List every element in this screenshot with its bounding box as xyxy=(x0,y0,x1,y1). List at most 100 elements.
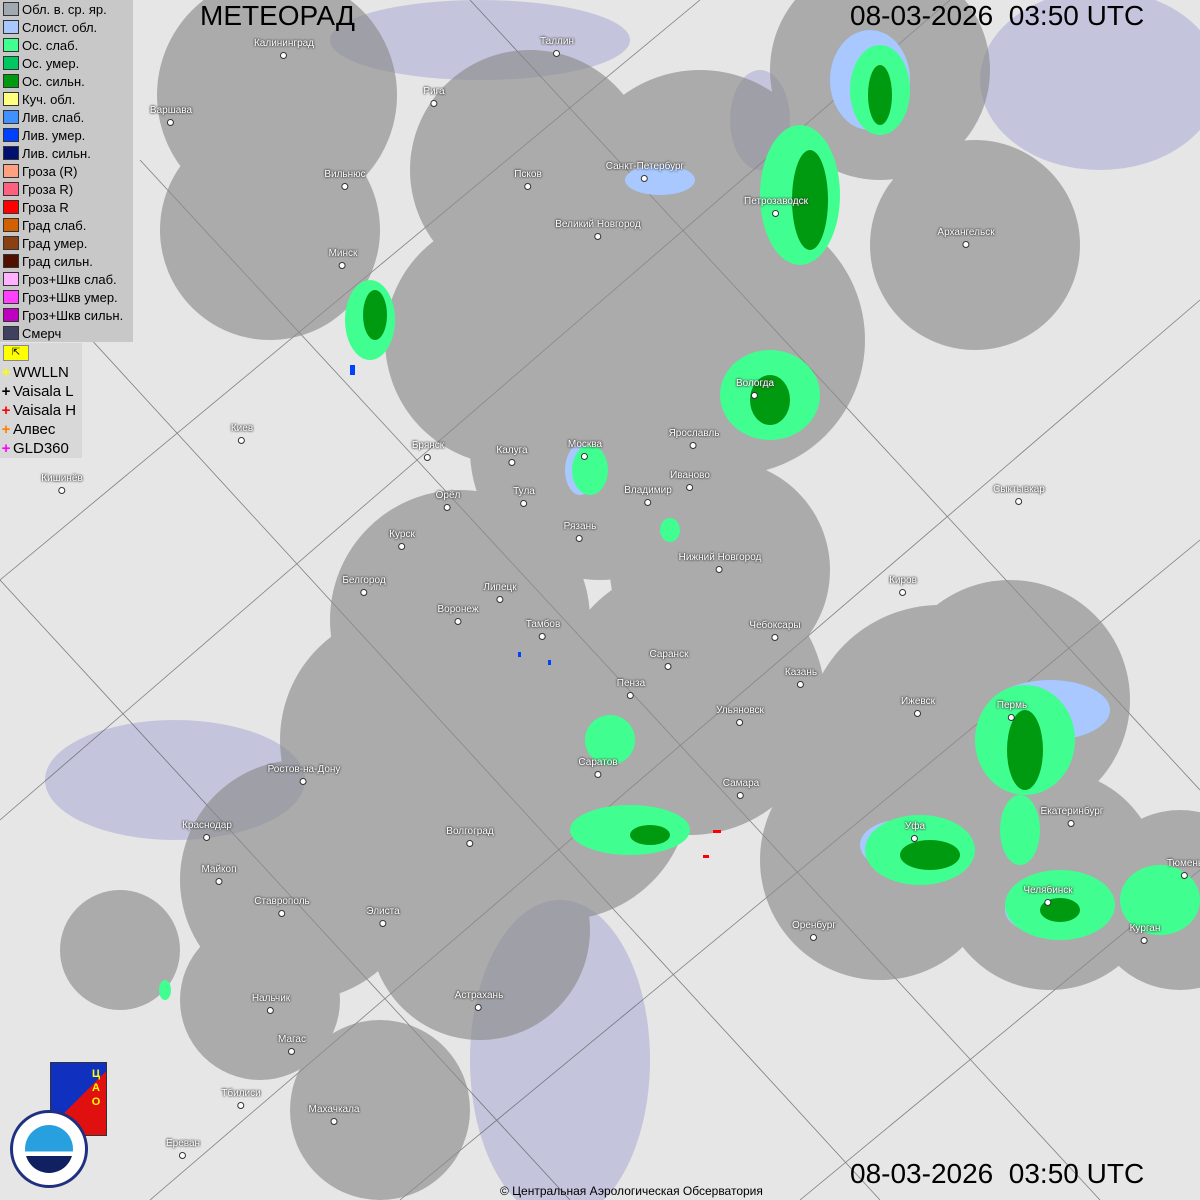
city-label[interactable]: Нальчик xyxy=(252,993,290,1014)
lightning-toggle-icon[interactable]: ⇱ xyxy=(3,345,29,361)
city-label[interactable]: Ставрополь xyxy=(254,896,310,917)
city-label[interactable]: Кишинёв xyxy=(41,473,83,494)
city-label[interactable]: Тбилиси xyxy=(221,1088,261,1109)
legend-label: Гроза R xyxy=(22,199,69,215)
app-title: МЕТЕОРАД xyxy=(200,0,355,31)
city-label[interactable]: Брянск xyxy=(412,440,444,461)
city-label[interactable]: Екатеринбург xyxy=(1041,806,1103,827)
city-label[interactable]: Орёл xyxy=(436,490,460,511)
city-label[interactable]: Вологда xyxy=(736,378,774,399)
city-label[interactable]: Владимир xyxy=(624,485,672,506)
city-label[interactable]: Калининград xyxy=(254,38,314,59)
lightning-cross-icon: + xyxy=(1,402,11,419)
city-label[interactable]: Курск xyxy=(389,529,415,550)
legend-swatch xyxy=(3,290,19,304)
city-label[interactable]: Ростов-на-Дону xyxy=(268,764,340,785)
city-label[interactable]: Ижевск xyxy=(901,696,935,717)
city-label[interactable]: Нижний Новгород xyxy=(679,552,761,573)
city-label[interactable]: Киев xyxy=(231,423,253,444)
legend-label: Лив. сильн. xyxy=(22,145,91,161)
city-label[interactable]: Астрахань xyxy=(455,990,503,1011)
city-label[interactable]: Белгород xyxy=(342,575,386,596)
legend-item: Обл. в. ср. яр. xyxy=(0,0,133,18)
city-label[interactable]: Саранск xyxy=(650,649,688,670)
city-label[interactable]: Липецк xyxy=(483,582,517,603)
legend-swatch xyxy=(3,272,19,286)
city-label[interactable]: Рязань xyxy=(564,521,596,542)
legend-label: Град сильн. xyxy=(22,253,93,269)
city-label[interactable]: Тюмень xyxy=(1167,858,1200,879)
city-label[interactable]: Самара xyxy=(723,778,759,799)
city-label[interactable]: Пенза xyxy=(617,678,645,699)
city-label[interactable]: Псков xyxy=(514,169,542,190)
city-label[interactable]: Минск xyxy=(329,248,357,269)
city-label[interactable]: Москва xyxy=(568,439,602,460)
city-label[interactable]: Великий Новгород xyxy=(555,219,641,240)
city-label[interactable]: Курган xyxy=(1130,923,1160,944)
city-label[interactable]: Чебоксары xyxy=(749,620,801,641)
legend-item: Слоист. обл. xyxy=(0,18,133,36)
city-label[interactable]: Краснодар xyxy=(182,820,232,841)
precipitation-legend: Обл. в. ср. яр. Слоист. обл. Ос. слаб. Ос. … xyxy=(0,0,133,342)
city-label[interactable]: Киров xyxy=(889,575,917,596)
cao-logo-text: Ц А О xyxy=(91,1068,101,1108)
city-label[interactable]: Оренбург xyxy=(792,920,836,941)
legend-item: Гроз+Шкв слаб. xyxy=(0,270,133,288)
timestamp-bottom: 08-03-2026 03:50 UTC xyxy=(850,1158,1145,1189)
city-label[interactable]: Калуга xyxy=(496,445,528,466)
city-label[interactable]: Махачкала xyxy=(309,1104,360,1125)
legend-swatch xyxy=(3,110,19,124)
precipitation-thunderstorm xyxy=(703,830,721,858)
city-label[interactable]: Ульяновск xyxy=(716,705,764,726)
city-label[interactable]: Иваново xyxy=(670,470,710,491)
city-label[interactable]: Казань xyxy=(785,667,817,688)
legend-label: Гроз+Шкв умер. xyxy=(22,289,118,305)
city-label[interactable]: Элиста xyxy=(366,906,400,927)
precipitation-heavy-showers xyxy=(350,365,551,665)
city-label[interactable]: Волгоград xyxy=(446,826,494,847)
city-label[interactable]: Петрозаводск xyxy=(744,196,808,217)
roshydromet-logo xyxy=(10,1110,88,1188)
legend-item: Куч. обл. xyxy=(0,90,133,108)
legend-label: Лив. слаб. xyxy=(22,109,85,125)
lightning-cross-icon: + xyxy=(1,383,11,400)
legend-swatch xyxy=(3,236,19,250)
lightning-item: + Алвес xyxy=(0,420,82,439)
legend-label: Ос. слаб. xyxy=(22,37,79,53)
legend-label: Лив. умер. xyxy=(22,127,86,143)
lightning-item: + WWLLN xyxy=(0,363,82,382)
city-label[interactable]: Ярославль xyxy=(669,428,719,449)
city-label[interactable]: Саратов xyxy=(578,757,618,778)
city-label[interactable]: Таллин xyxy=(540,36,574,57)
lightning-cross-icon: + xyxy=(1,440,11,457)
city-label[interactable]: Пермь xyxy=(997,700,1027,721)
legend-item: Ос. сильн. xyxy=(0,72,133,90)
city-label[interactable]: Ереван xyxy=(166,1138,200,1159)
city-label[interactable]: Майкоп xyxy=(201,864,237,885)
city-label[interactable]: Варшава xyxy=(150,105,192,126)
city-label[interactable]: Архангельск xyxy=(937,227,995,248)
city-label[interactable]: Санкт-Петербург xyxy=(606,161,684,182)
legend-swatch xyxy=(3,326,19,340)
legend-swatch xyxy=(3,218,19,232)
lightning-item: + Vaisala L xyxy=(0,382,82,401)
city-label[interactable]: Челябинск xyxy=(1023,885,1073,906)
legend-label: Гроза (R) xyxy=(22,163,78,179)
city-label[interactable]: Сыктывкар xyxy=(993,484,1045,505)
timestamp-top: 08-03-2026 03:50 UTC xyxy=(850,0,1145,31)
legend-label: Град умер. xyxy=(22,235,88,251)
city-label[interactable]: Рига xyxy=(423,86,445,107)
legend-label: Град слаб. xyxy=(22,217,87,233)
city-label[interactable]: Тула xyxy=(513,486,535,507)
lightning-label: Vaisala H xyxy=(13,402,77,419)
lightning-item: + Vaisala H xyxy=(0,401,82,420)
lightning-item: + GLD360 xyxy=(0,439,82,458)
city-label[interactable]: Вильнюс xyxy=(324,169,366,190)
city-label[interactable]: Уфа xyxy=(905,821,925,842)
legend-item: Ос. слаб. xyxy=(0,36,133,54)
city-label[interactable]: Воронеж xyxy=(437,604,479,625)
legend-item: Смерч xyxy=(0,324,133,342)
city-label[interactable]: Магас xyxy=(278,1034,306,1055)
city-label[interactable]: Тамбов xyxy=(526,619,560,640)
